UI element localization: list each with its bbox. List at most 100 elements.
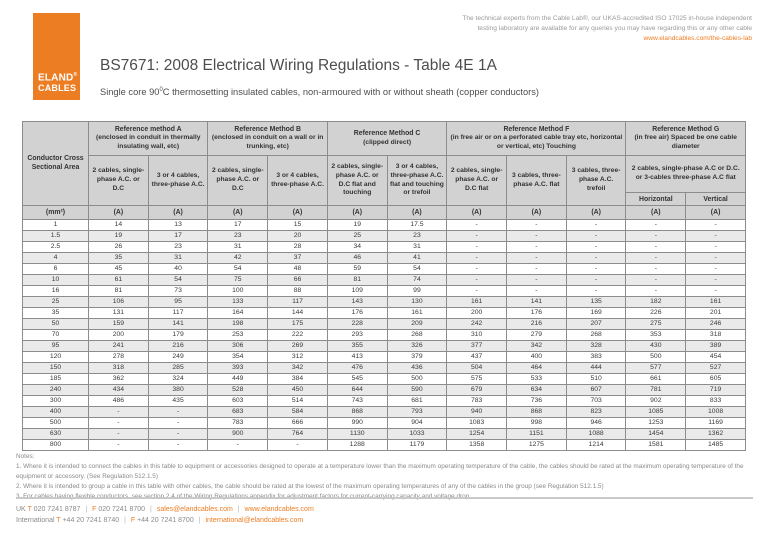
group-method-c: Reference Method C (clipped direct)	[326, 121, 448, 156]
conductor-size-cell: 50	[22, 318, 89, 330]
rating-cell: 61	[88, 274, 149, 286]
rating-cell: 246	[685, 318, 746, 330]
rating-cell: 437	[446, 351, 508, 363]
rating-cell: -	[685, 285, 746, 297]
rating-cell: 1358	[446, 439, 508, 451]
group-header-row: Conductor Cross Sectional Area Reference…	[22, 121, 746, 206]
rating-cell: -	[625, 285, 687, 297]
rating-cell: 384	[267, 373, 328, 385]
footer-intl-line: International T +44 20 7241 8740 | F +44…	[16, 517, 304, 525]
rating-cell: 312	[267, 351, 328, 363]
conductor-size-cell: 240	[22, 384, 89, 396]
conductor-size-cell: 10	[22, 274, 89, 286]
subheader-f1: 2 cables, single-phase A.C. or D.C flat	[446, 155, 508, 206]
rating-cell: -	[685, 252, 746, 264]
rating-cell: 486	[88, 395, 149, 407]
rating-cell: 377	[446, 340, 508, 352]
rating-cell: 590	[386, 384, 448, 396]
unit-cell: (A)	[326, 205, 388, 220]
intl-tel-label: T	[56, 517, 61, 525]
rating-cell: -	[506, 285, 567, 297]
rating-cell: 342	[267, 362, 328, 374]
unit-cell: (A)	[386, 205, 448, 220]
rating-cell: 109	[326, 285, 388, 297]
rating-cell: 164	[207, 307, 269, 319]
rating-cell: 131	[88, 307, 149, 319]
footer-divider	[16, 497, 753, 499]
intl-email-link[interactable]: international@elandcables.com	[205, 517, 304, 525]
rating-cell: 444	[565, 362, 627, 374]
rating-cell: 342	[506, 340, 567, 352]
rating-cell: 527	[685, 362, 746, 374]
unit-cell: (A)	[88, 205, 149, 220]
rating-cell: 19	[326, 219, 388, 231]
rating-cell: 31	[207, 241, 269, 253]
uk-email-link[interactable]: sales@elandcables.com	[156, 506, 233, 513]
registered-mark: ®	[73, 71, 78, 78]
subheader-a2: 3 or 4 cables, three-phase A.C.	[147, 155, 209, 206]
header-horizontal: Horizontal	[625, 192, 687, 206]
rating-cell: 95	[147, 296, 209, 308]
rating-cell: 736	[506, 395, 567, 407]
table-row: 16 81 73 100 88 109 99- - - - -	[22, 285, 746, 297]
conductor-size-cell: 25	[22, 296, 89, 308]
uk-fax-label: F	[92, 506, 97, 513]
subheader-c2: 3 or 4 cables, three-phase A.C. flat and…	[386, 155, 448, 206]
rating-cell: 355	[326, 340, 388, 352]
intl-fax: +44 20 7241 8700	[137, 517, 194, 525]
subheader-a1: 2 cables, single-phase A.C. or D.C	[88, 155, 149, 206]
unit-cell: (A)	[446, 205, 508, 220]
rating-cell: 1485	[685, 439, 746, 451]
rating-cell: 783	[446, 395, 508, 407]
unit-cell: (A)	[207, 205, 269, 220]
rating-cell: 389	[685, 340, 746, 352]
note-2: 2. Where it is intended to group a cable…	[16, 482, 604, 490]
cables-lab-link[interactable]: www.elandcables.com/the-cables-lab	[643, 35, 752, 43]
rating-cell: 141	[506, 296, 567, 308]
rating-cell: -	[88, 417, 149, 429]
rating-cell: 182	[625, 296, 687, 308]
rating-cell: 175	[267, 318, 328, 330]
units-row: (mm²) (A) (A) (A) (A) (A) (A) (A) (A) (A…	[22, 205, 746, 220]
rating-cell: 575	[446, 373, 508, 385]
rating-cell: -	[625, 252, 687, 264]
rating-cell: -	[685, 263, 746, 275]
rating-cell: -	[625, 274, 687, 286]
rating-cell: -	[147, 417, 209, 429]
conductor-size-cell: 95	[22, 340, 89, 352]
rating-cell: -	[685, 219, 746, 231]
rating-cell: 179	[147, 329, 209, 341]
rating-cell: 275	[625, 318, 687, 330]
rating-cell: 176	[326, 307, 388, 319]
rating-cell: 46	[326, 252, 388, 264]
rating-cell: 106	[88, 296, 149, 308]
rating-cell: 59	[326, 263, 388, 275]
rating-cell: 35	[88, 252, 149, 264]
rating-cell: -	[446, 274, 508, 286]
rating-cell: 1253	[625, 417, 687, 429]
rating-cell: 37	[267, 252, 328, 264]
rating-cell: 868	[326, 406, 388, 418]
rating-cell: -	[565, 274, 627, 286]
rating-cell: 40	[147, 263, 209, 275]
rating-cell: 216	[147, 340, 209, 352]
rating-cell: -	[207, 439, 269, 451]
intl-label: International	[16, 517, 55, 525]
rating-cell: -	[446, 285, 508, 297]
rating-cell: 1083	[446, 417, 508, 429]
table-row: 240 434 380 528 450 644 590 679 634 607 781 719	[22, 384, 746, 396]
rating-cell: -	[506, 230, 567, 242]
rating-cell: 75	[207, 274, 269, 286]
rating-cell: 868	[506, 406, 567, 418]
notes-heading: Notes:	[16, 453, 35, 460]
rating-cell: 379	[386, 351, 448, 363]
logo-line1: ELAND®	[38, 71, 78, 84]
rating-cell: 285	[147, 362, 209, 374]
rating-cell: 703	[565, 395, 627, 407]
conductor-size-cell: 630	[22, 428, 89, 440]
rating-cell: 200	[446, 307, 508, 319]
uk-website-link[interactable]: www.elandcables.com	[244, 506, 314, 513]
rating-cell: 310	[446, 329, 508, 341]
page-title: BS7671: 2008 Electrical Wiring Regulatio…	[100, 57, 497, 74]
